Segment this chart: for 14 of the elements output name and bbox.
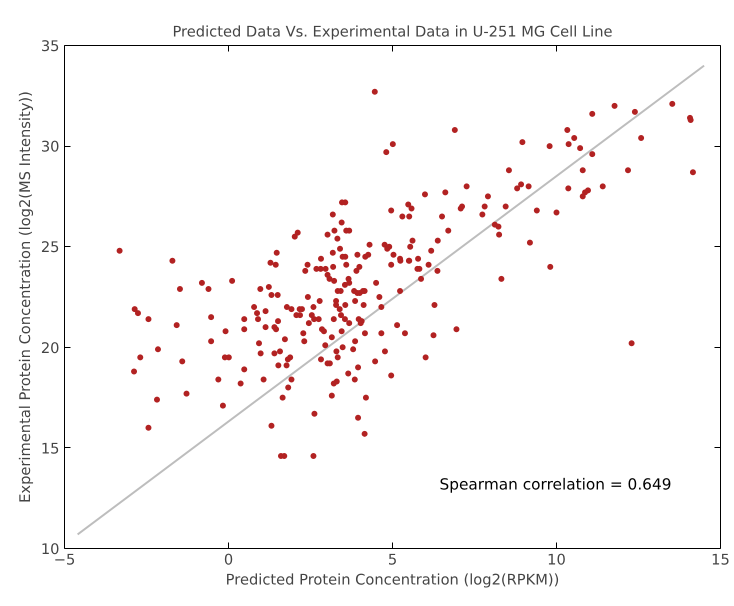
x-tick-label: 10 <box>547 552 566 568</box>
annotation: Spearman correlation = 0.649 <box>440 476 672 494</box>
y-tick-label: 35 <box>40 38 60 55</box>
y-tick-label: 25 <box>40 239 60 256</box>
y-axis-title: Experimental Protein Concentration (log2(MS Intensity)) <box>16 91 34 503</box>
y-tick-label: 20 <box>40 340 60 357</box>
x-tick-label: 15 <box>711 552 730 568</box>
y-tick-label: 15 <box>40 440 60 458</box>
y-tick-label: 30 <box>40 138 60 156</box>
x-axis-title: Predicted Protein Concentration (log2(RPKM)) <box>226 572 560 588</box>
y-tick-label: 10 <box>40 541 60 558</box>
x-tick-label: 0 <box>224 552 234 568</box>
chart-title: Predicted Data Vs. Experimental Data in U-251 MG Cell Line <box>172 24 613 40</box>
x-tick-label: 5 <box>388 552 398 568</box>
